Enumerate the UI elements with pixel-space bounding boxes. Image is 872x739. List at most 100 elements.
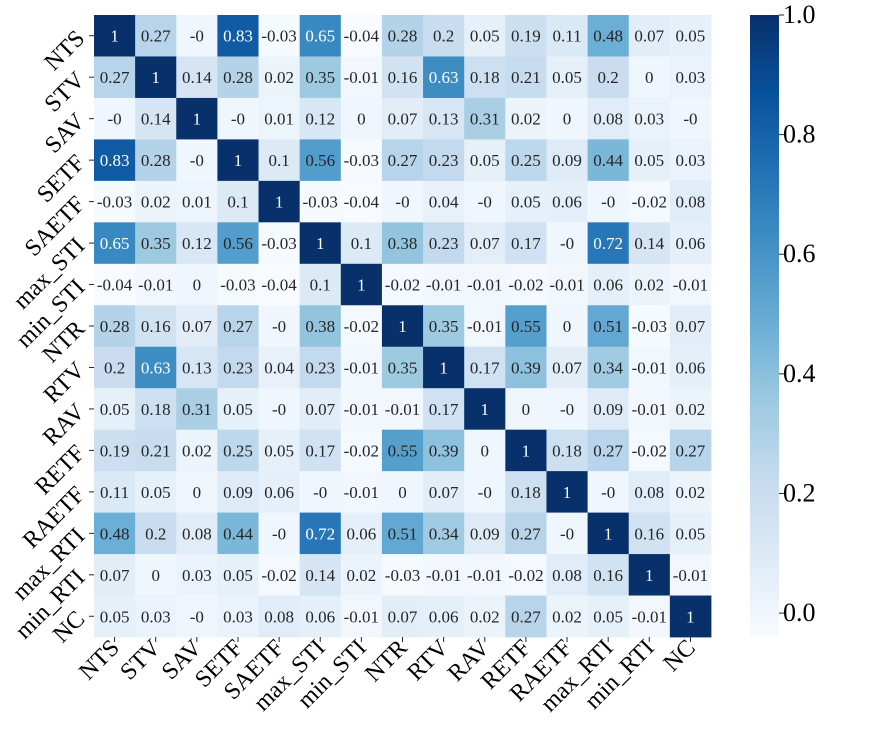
- heatmap-cell: [381, 388, 424, 431]
- cell-value-label: 0.28: [223, 68, 253, 87]
- cell-value-label: 0.27: [511, 607, 541, 626]
- heatmap-cell: [258, 56, 301, 99]
- cell-value-label: 0: [193, 276, 202, 295]
- heatmap-cell: [340, 56, 383, 99]
- heatmap-cell: [505, 388, 547, 431]
- cell-value-label: 0.31: [182, 400, 212, 419]
- heatmap-cell: [423, 388, 465, 431]
- cell-value-label: 0.05: [264, 441, 294, 460]
- heatmap-cell: [217, 15, 259, 57]
- cell-value-label: 0.2: [104, 358, 125, 377]
- cell-value-label: -0.01: [467, 276, 502, 295]
- heatmap-cell: [381, 139, 424, 182]
- y-tick-label: SAV: [40, 108, 91, 159]
- cell-value-label: -0.02: [344, 441, 379, 460]
- cell-value-label: 0.05: [676, 524, 706, 543]
- cell-value-label: 1: [398, 317, 407, 336]
- cell-value-label: -0.01: [344, 358, 379, 377]
- heatmap-cell: [628, 97, 671, 140]
- heatmap-cell: [258, 263, 301, 306]
- cell-value-label: 0.34: [593, 358, 623, 377]
- cell-value-label: -0: [190, 607, 204, 626]
- cell-value-label: 0.05: [552, 68, 582, 87]
- cell-value-label: 0.19: [100, 441, 130, 460]
- heatmap-cell: [505, 554, 547, 596]
- cell-value-label: 0.09: [223, 483, 253, 502]
- heatmap-cell: [217, 97, 259, 140]
- heatmap-cell: [505, 180, 547, 223]
- heatmap-cell: [176, 388, 218, 431]
- heatmap-cell: [340, 263, 383, 306]
- cell-value-label: 0.05: [100, 400, 130, 419]
- cell-value-label: -0.02: [385, 276, 420, 295]
- heatmap-cell: [176, 305, 218, 348]
- heatmap-cell: [464, 139, 506, 182]
- heatmap-cell: [94, 595, 136, 638]
- cell-value-label: 0.12: [305, 110, 335, 129]
- heatmap-cell: [464, 305, 506, 348]
- cell-value-label: 0.35: [305, 68, 335, 87]
- heatmap-cell: [299, 97, 342, 140]
- heatmap-cell: [628, 15, 671, 57]
- cell-value-label: 0.03: [182, 566, 212, 585]
- heatmap-cell: [669, 222, 712, 265]
- heatmap-cell: [94, 471, 136, 513]
- cell-value-label: 0.07: [182, 317, 212, 336]
- cell-value-label: -0.04: [261, 276, 297, 295]
- heatmap-cell: [628, 429, 671, 472]
- heatmap-cell: [546, 388, 588, 431]
- heatmap-cell: [340, 429, 383, 472]
- heatmap-cell: [299, 429, 342, 472]
- cell-value-label: 0.16: [593, 566, 623, 585]
- cell-value-label: 0.27: [511, 524, 541, 543]
- heatmap-cell: [340, 595, 383, 638]
- x-tick-label: RTV: [403, 634, 455, 686]
- cell-value-label: -0.03: [261, 234, 296, 253]
- heatmap-cell: [176, 222, 218, 265]
- cell-value-label: -0.02: [261, 566, 296, 585]
- heatmap-cell: [587, 471, 630, 513]
- cell-value-label: 0.83: [100, 151, 130, 170]
- heatmap-cell: [546, 15, 588, 57]
- cell-value-label: 0.12: [182, 234, 212, 253]
- heatmap-cell: [258, 471, 301, 513]
- cell-value-label: -0: [272, 524, 286, 543]
- cell-value-label: 0.09: [470, 524, 500, 543]
- cell-value-label: -0: [231, 110, 245, 129]
- heatmap-cell: [505, 512, 547, 555]
- heatmap-cell: [176, 512, 218, 555]
- cell-value-label: -0.01: [385, 400, 420, 419]
- heatmap-cell: [258, 97, 301, 140]
- cell-value-label: 0.02: [182, 441, 212, 460]
- cell-value-label: -0.01: [632, 358, 667, 377]
- cell-value-label: 0.06: [552, 193, 582, 212]
- heatmap-cell: [135, 429, 177, 472]
- heatmap-cell: [381, 346, 424, 389]
- cell-value-label: -0.01: [426, 276, 461, 295]
- heatmap-cell: [135, 554, 177, 596]
- cell-value-label: 0.04: [429, 193, 459, 212]
- heatmap-cell: [135, 512, 177, 555]
- cell-value-label: -0: [478, 483, 492, 502]
- cell-value-label: 0.05: [470, 151, 500, 170]
- cell-value-label: 0.18: [470, 68, 500, 87]
- heatmap-cell: [464, 554, 506, 596]
- cell-value-label: 0.02: [470, 607, 500, 626]
- heatmap-cell: [628, 56, 671, 99]
- cell-value-label: -0.02: [508, 276, 543, 295]
- cell-value-label: 0.09: [552, 151, 582, 170]
- y-tick-label: NTS: [40, 26, 90, 76]
- heatmap-cell: [464, 595, 506, 638]
- cell-value-label: 0.44: [223, 524, 253, 543]
- cell-value-label: -0: [683, 110, 697, 129]
- cell-value-label: 0: [563, 110, 572, 129]
- cell-value-label: 0.28: [100, 317, 130, 336]
- cell-value-label: 0.08: [676, 193, 706, 212]
- cell-value-label: -0.03: [344, 151, 379, 170]
- colorbar-tick-label: 0.4: [783, 359, 816, 388]
- heatmap-cell: [628, 346, 671, 389]
- cell-value-label: 0.56: [223, 234, 253, 253]
- heatmap-cell: [381, 222, 424, 265]
- heatmap-cell: [135, 595, 177, 638]
